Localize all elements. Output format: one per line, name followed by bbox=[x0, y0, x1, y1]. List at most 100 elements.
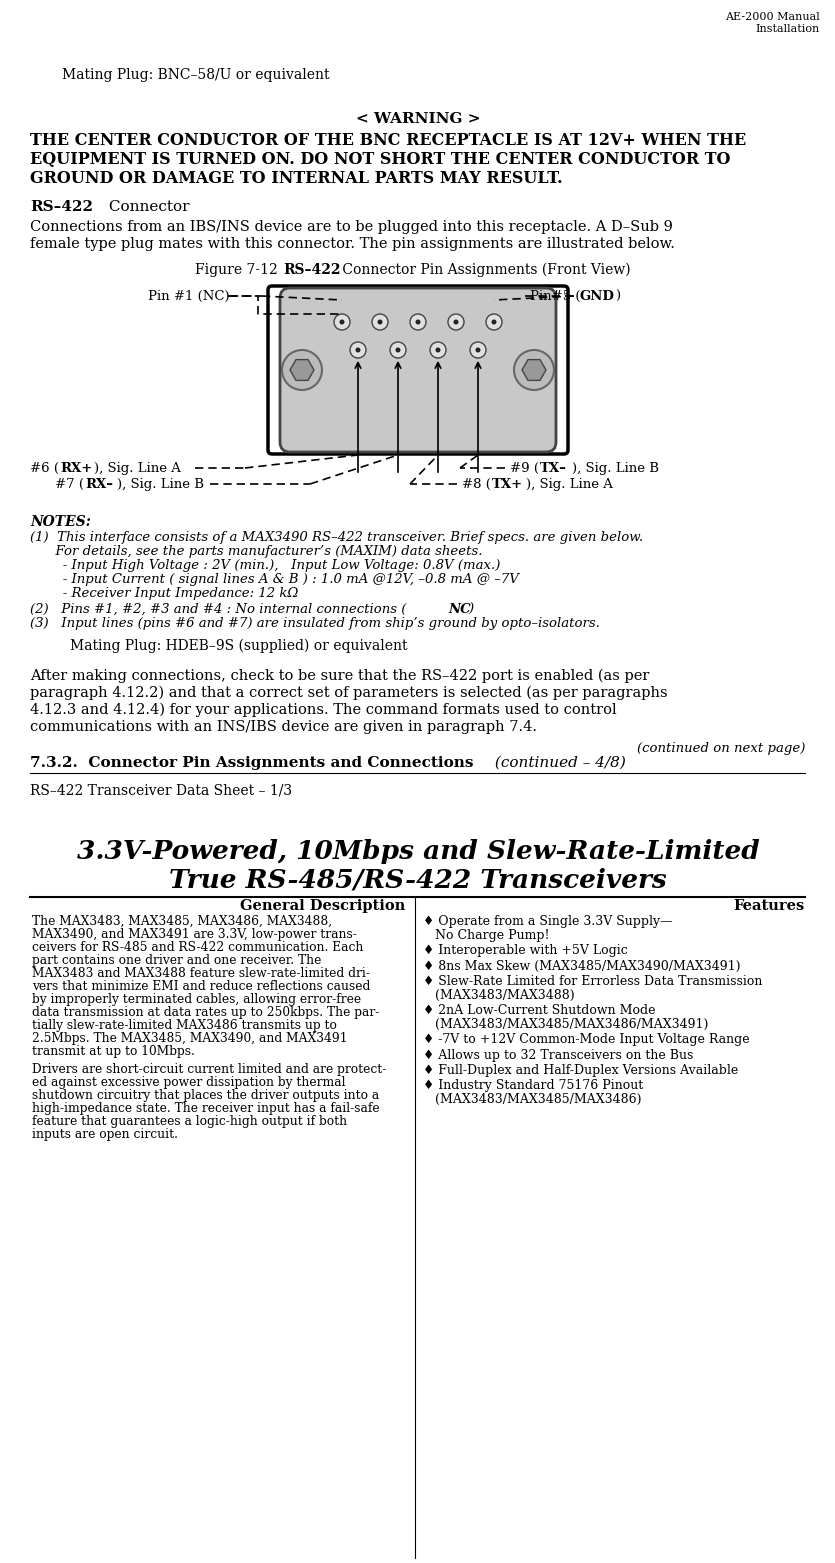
Text: Connections from an IBS/INS device are to be plugged into this receptacle. A D–S: Connections from an IBS/INS device are t… bbox=[30, 220, 673, 234]
Text: ), Sig. Line A: ), Sig. Line A bbox=[526, 478, 613, 491]
Text: (MAX3483/MAX3488): (MAX3483/MAX3488) bbox=[423, 988, 574, 1002]
Circle shape bbox=[436, 347, 441, 353]
Text: inputs are open circuit.: inputs are open circuit. bbox=[32, 1128, 178, 1141]
Text: ♦ Slew-Rate Limited for Errorless Data Transmission: ♦ Slew-Rate Limited for Errorless Data T… bbox=[423, 975, 762, 988]
Text: vers that minimize EMI and reduce reflections caused: vers that minimize EMI and reduce reflec… bbox=[32, 980, 371, 993]
FancyBboxPatch shape bbox=[268, 286, 568, 453]
Text: ♦ Allows up to 32 Transceivers on the Bus: ♦ Allows up to 32 Transceivers on the Bu… bbox=[423, 1049, 693, 1061]
Circle shape bbox=[340, 319, 345, 325]
Text: data transmission at data rates up to 250kbps. The par-: data transmission at data rates up to 25… bbox=[32, 1007, 379, 1019]
Text: #6 (: #6 ( bbox=[30, 463, 59, 475]
Circle shape bbox=[372, 314, 388, 330]
Circle shape bbox=[396, 347, 401, 353]
Text: THE CENTER CONDUCTOR OF THE BNC RECEPTACLE IS AT 12V+ WHEN THE: THE CENTER CONDUCTOR OF THE BNC RECEPTAC… bbox=[30, 131, 746, 148]
Text: AE-2000 Manual: AE-2000 Manual bbox=[726, 13, 820, 22]
Text: (2)   Pins #1, #2, #3 and #4 : No internal connections (: (2) Pins #1, #2, #3 and #4 : No internal… bbox=[30, 603, 407, 616]
Text: For details, see the parts manufacturer’s (MAXIM) data sheets.: For details, see the parts manufacturer’… bbox=[30, 545, 483, 558]
Circle shape bbox=[514, 350, 554, 391]
Text: TX–: TX– bbox=[540, 463, 567, 475]
Text: ): ) bbox=[615, 291, 620, 303]
Circle shape bbox=[453, 319, 458, 325]
Text: paragraph 4.12.2) and that a correct set of parameters is selected (as per parag: paragraph 4.12.2) and that a correct set… bbox=[30, 686, 668, 700]
Circle shape bbox=[334, 314, 350, 330]
Circle shape bbox=[410, 314, 426, 330]
Text: - Input Current ( signal lines A & B ) : 1.0 mA @12V, –0.8 mA @ –7V: - Input Current ( signal lines A & B ) :… bbox=[50, 574, 519, 586]
Text: RX+: RX+ bbox=[60, 463, 92, 475]
Text: feature that guarantees a logic-high output if both: feature that guarantees a logic-high out… bbox=[32, 1114, 347, 1128]
Text: NOTES:: NOTES: bbox=[30, 514, 91, 528]
Text: GROUND OR DAMAGE TO INTERNAL PARTS MAY RESULT.: GROUND OR DAMAGE TO INTERNAL PARTS MAY R… bbox=[30, 170, 563, 188]
Text: ♦ Full-Duplex and Half-Duplex Versions Available: ♦ Full-Duplex and Half-Duplex Versions A… bbox=[423, 1064, 738, 1077]
Text: 4.12.3 and 4.12.4) for your applications. The command formats used to control: 4.12.3 and 4.12.4) for your applications… bbox=[30, 703, 616, 717]
Text: GND: GND bbox=[580, 291, 615, 303]
Text: Figure 7-12: Figure 7-12 bbox=[195, 263, 286, 277]
Circle shape bbox=[390, 342, 406, 358]
Text: part contains one driver and one receiver. The: part contains one driver and one receive… bbox=[32, 953, 321, 967]
Text: MAX3483 and MAX3488 feature slew-rate-limited dri-: MAX3483 and MAX3488 feature slew-rate-li… bbox=[32, 967, 370, 980]
Text: ♦ -7V to +12V Common-Mode Input Voltage Range: ♦ -7V to +12V Common-Mode Input Voltage … bbox=[423, 1033, 750, 1046]
Text: #9 (: #9 ( bbox=[510, 463, 539, 475]
Text: < WARNING >: < WARNING > bbox=[356, 113, 480, 127]
Text: - Receiver Input Impedance: 12 kΩ: - Receiver Input Impedance: 12 kΩ bbox=[50, 588, 298, 600]
Text: (1)  This interface consists of a MAX3490 RS–422 transceiver. Brief specs. are g: (1) This interface consists of a MAX3490… bbox=[30, 531, 643, 544]
FancyBboxPatch shape bbox=[280, 288, 556, 452]
Polygon shape bbox=[522, 359, 546, 380]
Text: ceivers for RS-485 and RS-422 communication. Each: ceivers for RS-485 and RS-422 communicat… bbox=[32, 941, 363, 953]
Circle shape bbox=[470, 342, 486, 358]
Text: ♦ Industry Standard 75176 Pinout: ♦ Industry Standard 75176 Pinout bbox=[423, 1080, 643, 1093]
Text: Features: Features bbox=[734, 899, 805, 913]
Text: NC: NC bbox=[448, 603, 471, 616]
Text: 7.3.2.  Connector Pin Assignments and Connections: 7.3.2. Connector Pin Assignments and Con… bbox=[30, 756, 473, 771]
Text: ), Sig. Line B: ), Sig. Line B bbox=[572, 463, 659, 475]
Circle shape bbox=[430, 342, 446, 358]
Text: True RS-485/RS-422 Transceivers: True RS-485/RS-422 Transceivers bbox=[170, 867, 667, 892]
Circle shape bbox=[356, 347, 361, 353]
Text: transmit at up to 10Mbps.: transmit at up to 10Mbps. bbox=[32, 1046, 195, 1058]
Polygon shape bbox=[290, 359, 314, 380]
Text: (MAX3483/MAX3485/MAX3486): (MAX3483/MAX3485/MAX3486) bbox=[423, 1093, 641, 1107]
Circle shape bbox=[416, 319, 421, 325]
Text: female type plug mates with this connector. The pin assignments are illustrated : female type plug mates with this connect… bbox=[30, 238, 675, 252]
Text: Drivers are short-circuit current limited and are protect-: Drivers are short-circuit current limite… bbox=[32, 1063, 387, 1075]
Text: 2.5Mbps. The MAX3485, MAX3490, and MAX3491: 2.5Mbps. The MAX3485, MAX3490, and MAX34… bbox=[32, 1032, 347, 1046]
Text: ♦ Operate from a Single 3.3V Supply—: ♦ Operate from a Single 3.3V Supply— bbox=[423, 914, 673, 928]
Text: ♦ 2nA Low-Current Shutdown Mode: ♦ 2nA Low-Current Shutdown Mode bbox=[423, 1003, 655, 1018]
Circle shape bbox=[448, 314, 464, 330]
Circle shape bbox=[350, 342, 366, 358]
Text: RS–422: RS–422 bbox=[283, 263, 341, 277]
Text: ), Sig. Line B: ), Sig. Line B bbox=[117, 478, 204, 491]
Text: 3.3V-Powered, 10Mbps and Slew-Rate-Limited: 3.3V-Powered, 10Mbps and Slew-Rate-Limit… bbox=[77, 839, 759, 864]
Text: Installation: Installation bbox=[756, 23, 820, 34]
Circle shape bbox=[492, 319, 497, 325]
Text: ♦ 8ns Max Skew (MAX3485/MAX3490/MAX3491): ♦ 8ns Max Skew (MAX3485/MAX3490/MAX3491) bbox=[423, 960, 741, 972]
Circle shape bbox=[377, 319, 382, 325]
Text: ♦ Interoperable with +5V Logic: ♦ Interoperable with +5V Logic bbox=[423, 944, 628, 957]
Text: Mating Plug: BNC–58/U or equivalent: Mating Plug: BNC–58/U or equivalent bbox=[62, 69, 330, 81]
Text: RS–422 Transceiver Data Sheet – 1/3: RS–422 Transceiver Data Sheet – 1/3 bbox=[30, 785, 292, 799]
Text: by improperly terminated cables, allowing error-free: by improperly terminated cables, allowin… bbox=[32, 993, 361, 1007]
Text: The MAX3483, MAX3485, MAX3486, MAX3488,: The MAX3483, MAX3485, MAX3486, MAX3488, bbox=[32, 914, 332, 928]
Text: ed against excessive power dissipation by thermal: ed against excessive power dissipation b… bbox=[32, 1075, 346, 1089]
Text: high-impedance state. The receiver input has a fail-safe: high-impedance state. The receiver input… bbox=[32, 1102, 380, 1114]
Text: shutdown circuitry that places the driver outputs into a: shutdown circuitry that places the drive… bbox=[32, 1089, 379, 1102]
Text: Connector: Connector bbox=[104, 200, 190, 214]
Text: (MAX3483/MAX3485/MAX3486/MAX3491): (MAX3483/MAX3485/MAX3486/MAX3491) bbox=[423, 1018, 708, 1030]
Circle shape bbox=[282, 350, 322, 391]
Text: (continued on next page): (continued on next page) bbox=[636, 742, 805, 755]
Text: RX–: RX– bbox=[85, 478, 113, 491]
Text: Pin #1 (NC): Pin #1 (NC) bbox=[148, 291, 230, 303]
Text: MAX3490, and MAX3491 are 3.3V, low-power trans-: MAX3490, and MAX3491 are 3.3V, low-power… bbox=[32, 928, 357, 941]
Text: #8 (: #8 ( bbox=[462, 478, 491, 491]
Text: After making connections, check to be sure that the RS–422 port is enabled (as p: After making connections, check to be su… bbox=[30, 669, 650, 683]
Circle shape bbox=[486, 314, 502, 330]
Text: Mating Plug: HDEB–9S (supplied) or equivalent: Mating Plug: HDEB–9S (supplied) or equiv… bbox=[70, 639, 407, 653]
Text: EQUIPMENT IS TURNED ON. DO NOT SHORT THE CENTER CONDUCTOR TO: EQUIPMENT IS TURNED ON. DO NOT SHORT THE… bbox=[30, 152, 731, 167]
Text: tially slew-rate-limited MAX3486 transmits up to: tially slew-rate-limited MAX3486 transmi… bbox=[32, 1019, 337, 1032]
Text: Connector Pin Assignments (Front View): Connector Pin Assignments (Front View) bbox=[338, 263, 630, 277]
Text: TX+: TX+ bbox=[492, 478, 523, 491]
Text: (3)   Input lines (pins #6 and #7) are insulated from ship’s ground by opto–isol: (3) Input lines (pins #6 and #7) are ins… bbox=[30, 617, 600, 630]
Circle shape bbox=[475, 347, 480, 353]
Text: ), Sig. Line A: ), Sig. Line A bbox=[94, 463, 181, 475]
Text: RS–422: RS–422 bbox=[30, 200, 93, 214]
Text: #7 (: #7 ( bbox=[55, 478, 84, 491]
